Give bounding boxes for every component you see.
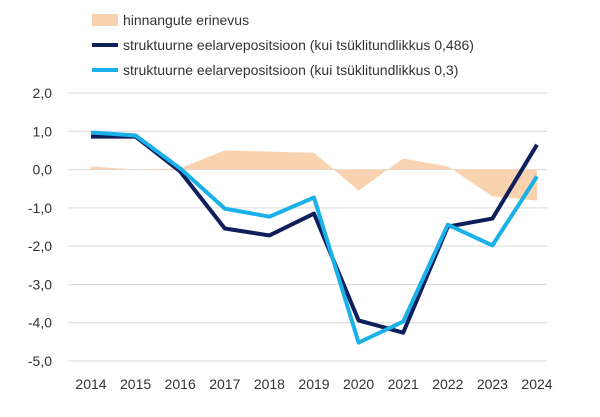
x-tick-label: 2016 xyxy=(165,376,196,392)
x-tick-label: 2015 xyxy=(120,376,151,392)
y-tick-label: 2,0 xyxy=(33,85,53,101)
y-tick-label: -5,0 xyxy=(28,353,52,369)
x-tick-label: 2014 xyxy=(75,376,106,392)
x-tick-label: 2022 xyxy=(432,376,463,392)
legend-label: hinnangute erinevus xyxy=(123,12,249,28)
legend: hinnangute erinevus struktuurne eelarvepo… xyxy=(92,12,474,78)
gridlines xyxy=(68,93,547,361)
x-tick-label: 2021 xyxy=(388,376,419,392)
y-tick-label: -3,0 xyxy=(28,276,52,292)
legend-label: struktuurne eelarvepositsioon (kui tsükl… xyxy=(123,37,474,53)
legend-swatch xyxy=(92,14,118,26)
area-series xyxy=(91,150,537,200)
x-tick-label: 2024 xyxy=(521,376,552,392)
x-tick-label: 2019 xyxy=(298,376,329,392)
x-tick-label: 2017 xyxy=(209,376,240,392)
legend-label: struktuurne eelarvepositsioon (kui tsükl… xyxy=(123,62,458,78)
x-tick-label: 2020 xyxy=(343,376,374,392)
y-tick-label: 1,0 xyxy=(33,123,53,139)
y-tick-label: -1,0 xyxy=(28,200,52,216)
x-tick-label: 2018 xyxy=(254,376,285,392)
area-hinnangute-erinevus xyxy=(91,150,537,200)
x-axis-ticks: 2014 2015 2016 2017 2018 2019 2020 2021 2022 2023… xyxy=(75,376,552,392)
x-tick-label: 2023 xyxy=(477,376,508,392)
y-tick-label: -4,0 xyxy=(28,315,52,331)
y-axis-ticks: 2,0 1,0 0,0 -1,0 -2,0 -3,0 -4,0 -5,0 xyxy=(28,85,52,369)
y-tick-label: 0,0 xyxy=(33,162,53,178)
y-tick-label: -2,0 xyxy=(28,238,52,254)
